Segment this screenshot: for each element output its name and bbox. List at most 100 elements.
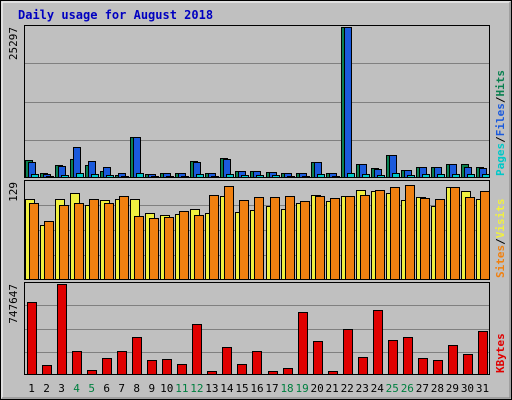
- sites-visits-panel: 129 Sites/Visits: [7, 180, 507, 280]
- bar-files-day-22: [344, 27, 352, 178]
- bar-sites-day-21: [330, 198, 340, 280]
- scale-label: 747647: [7, 284, 20, 324]
- day-label-18: 18: [280, 382, 293, 395]
- bar-kbytes-day-26: [403, 337, 413, 375]
- bar-sites-day-17: [270, 197, 280, 280]
- legend-separator: /: [494, 96, 507, 103]
- day-label-15: 15: [235, 382, 248, 395]
- bar-sites-day-27: [420, 198, 430, 280]
- day-label-19: 19: [295, 382, 308, 395]
- bar-kbytes-day-12: [192, 324, 202, 375]
- bar-sites-day-3: [59, 205, 69, 280]
- bar-kbytes-day-3: [57, 284, 67, 375]
- day-label-8: 8: [133, 382, 140, 395]
- bar-kbytes-day-7: [117, 351, 127, 375]
- bar-sites-day-11: [179, 211, 189, 280]
- legend-visits: Visits: [494, 199, 507, 239]
- bar-kbytes-day-1: [27, 302, 37, 375]
- day-label-14: 14: [220, 382, 234, 395]
- panel-background: [24, 25, 490, 178]
- bar-kbytes-day-23: [358, 357, 368, 375]
- bar-kbytes-day-4: [72, 351, 82, 375]
- bar-kbytes-day-30: [463, 354, 473, 375]
- legend: Pages/Files/Hits: [494, 70, 507, 176]
- bar-sites-day-26: [405, 185, 415, 280]
- day-label-26: 26: [401, 382, 414, 395]
- day-label-17: 17: [265, 382, 278, 395]
- bar-kbytes-day-18: [283, 368, 293, 375]
- bar-sites-day-15: [239, 200, 249, 280]
- bar-kbytes-day-22: [343, 329, 353, 375]
- day-label-30: 30: [461, 382, 474, 395]
- day-label-5: 5: [88, 382, 95, 395]
- day-label-6: 6: [103, 382, 110, 395]
- legend-separator: /: [494, 136, 507, 143]
- day-label-22: 22: [341, 382, 354, 395]
- bar-kbytes-day-2: [42, 365, 52, 375]
- day-label-13: 13: [205, 382, 218, 395]
- bar-kbytes-day-14: [222, 347, 232, 375]
- bar-kbytes-day-11: [177, 364, 187, 375]
- bar-sites-day-9: [149, 218, 159, 280]
- day-label-1: 1: [28, 382, 35, 395]
- bar-files-day-8: [133, 137, 141, 178]
- bar-sites-day-8: [134, 216, 144, 280]
- day-label-2: 2: [43, 382, 50, 395]
- day-label-16: 16: [250, 382, 263, 395]
- day-label-12: 12: [190, 382, 203, 395]
- bar-sites-day-29: [450, 187, 460, 280]
- bar-kbytes-day-5: [87, 370, 97, 375]
- bar-sites-day-13: [209, 195, 219, 280]
- chart-panels: 25297Pages/Files/Hits129Sites/Visits7476…: [7, 25, 507, 375]
- bar-kbytes-day-31: [478, 331, 488, 375]
- bar-sites-day-23: [360, 195, 370, 280]
- bar-kbytes-day-24: [373, 310, 383, 375]
- day-label-21: 21: [326, 382, 339, 395]
- bar-pages-day-4: [76, 173, 84, 178]
- day-label-11: 11: [175, 382, 188, 395]
- day-label-24: 24: [371, 382, 385, 395]
- day-label-3: 3: [58, 382, 65, 395]
- bar-sites-day-19: [300, 201, 310, 280]
- legend-separator: /: [494, 238, 507, 245]
- bar-sites-day-1: [29, 203, 39, 280]
- bar-pages-day-22: [347, 173, 355, 178]
- day-labels: 1 2 3 4 5 6 7 8 9 10 11 12 13 14 15 16 17 18 19 20 21 22 23 24 2…: [28, 382, 489, 395]
- day-label-27: 27: [416, 382, 429, 395]
- day-label-9: 9: [148, 382, 155, 395]
- bar-kbytes-day-8: [132, 337, 142, 375]
- legend-pages: Pages: [494, 143, 507, 176]
- bar-sites-day-28: [435, 199, 445, 280]
- bar-sites-day-7: [119, 196, 129, 280]
- bar-sites-day-5: [89, 199, 99, 280]
- bar-kbytes-day-16: [252, 351, 262, 375]
- scale-label: 129: [7, 182, 20, 202]
- day-label-10: 10: [160, 382, 173, 395]
- bar-kbytes-day-28: [433, 360, 443, 375]
- bar-pages-day-8: [136, 173, 144, 178]
- bar-sites-day-14: [224, 186, 234, 280]
- bar-kbytes-day-29: [448, 345, 458, 375]
- day-label-29: 29: [446, 382, 459, 395]
- legend-files: Files: [494, 103, 507, 136]
- legend-hits: Hits: [494, 70, 507, 97]
- day-label-25: 25: [386, 382, 399, 395]
- day-label-28: 28: [431, 382, 444, 395]
- scale-label: 25297: [7, 27, 20, 60]
- day-label-7: 7: [118, 382, 125, 395]
- bar-kbytes-day-25: [388, 340, 398, 375]
- panel-border: [24, 282, 490, 375]
- bar-sites-day-18: [285, 196, 295, 280]
- legend-kbytes: KBytes: [494, 333, 507, 373]
- bar-sites-day-20: [315, 196, 325, 280]
- bar-kbytes-day-10: [162, 359, 172, 375]
- kbytes-panel: 747647 KBytes: [7, 282, 507, 375]
- bar-sites-day-6: [104, 203, 114, 280]
- chart-title: Daily usage for August 2018: [18, 8, 213, 22]
- day-label-4: 4: [73, 382, 80, 395]
- bar-sites-day-24: [375, 190, 385, 280]
- panel-border: [24, 25, 490, 178]
